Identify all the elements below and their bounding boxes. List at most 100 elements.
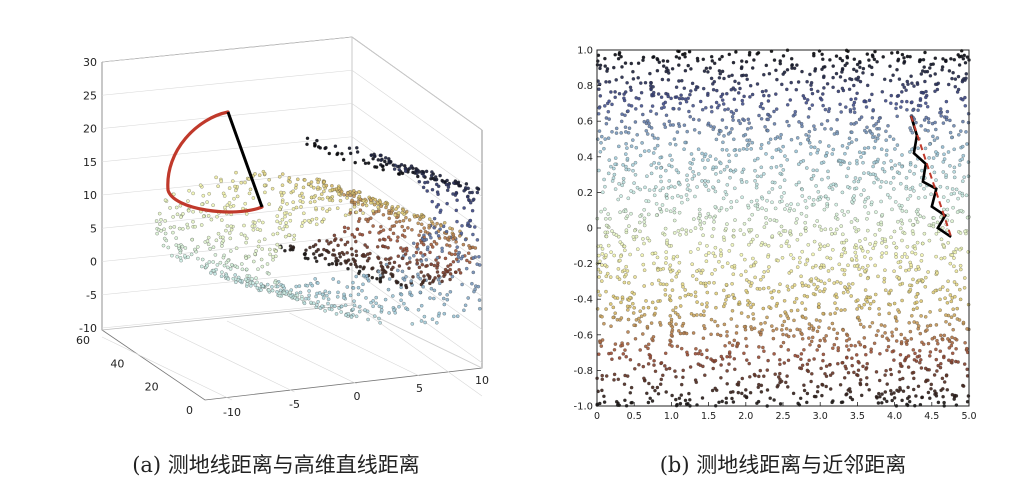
a-point bbox=[386, 287, 391, 292]
b-point bbox=[756, 51, 761, 55]
b-point bbox=[884, 180, 888, 184]
b-point bbox=[703, 179, 707, 183]
b-point bbox=[711, 87, 716, 92]
b-point bbox=[785, 103, 790, 107]
b-point bbox=[693, 194, 697, 199]
b-point bbox=[904, 355, 909, 360]
a-point bbox=[360, 288, 364, 293]
b-point bbox=[938, 287, 942, 292]
b-point bbox=[807, 134, 811, 138]
b-point bbox=[651, 335, 656, 339]
a-point bbox=[350, 198, 354, 203]
b-point bbox=[847, 136, 852, 141]
b-point bbox=[922, 118, 927, 122]
a-point bbox=[253, 252, 257, 256]
b-point bbox=[696, 362, 701, 366]
b-point bbox=[684, 228, 689, 233]
b-point bbox=[737, 300, 742, 304]
a-point bbox=[218, 260, 223, 265]
a-point bbox=[209, 271, 213, 275]
b-point bbox=[821, 263, 826, 268]
b-point bbox=[638, 348, 642, 352]
b-point bbox=[867, 98, 872, 103]
b-point bbox=[623, 209, 628, 214]
b-point bbox=[744, 395, 749, 400]
b-point bbox=[744, 73, 749, 78]
b-point bbox=[655, 385, 660, 390]
b-point bbox=[923, 79, 927, 84]
a-point bbox=[391, 265, 395, 270]
b-point bbox=[631, 163, 635, 167]
b-point bbox=[895, 388, 899, 393]
b-point bbox=[629, 88, 633, 92]
b-point bbox=[602, 400, 607, 404]
b-point bbox=[846, 185, 850, 189]
b-point bbox=[920, 168, 924, 173]
b-point bbox=[662, 122, 667, 126]
a-point bbox=[351, 307, 355, 312]
b-point bbox=[663, 364, 667, 368]
b-point bbox=[700, 302, 704, 307]
b-point bbox=[782, 191, 786, 195]
b-point bbox=[842, 213, 846, 217]
b-point bbox=[783, 154, 787, 158]
b-point bbox=[669, 269, 673, 274]
b-point bbox=[839, 224, 843, 228]
b-point bbox=[947, 322, 952, 327]
b-point bbox=[739, 253, 744, 257]
a-point bbox=[399, 292, 404, 297]
a-point bbox=[353, 160, 357, 165]
b-point bbox=[839, 162, 843, 167]
a-point bbox=[330, 261, 335, 266]
b-point bbox=[641, 58, 645, 62]
a-point bbox=[345, 240, 350, 244]
a-point bbox=[387, 216, 391, 221]
b-point bbox=[830, 232, 834, 236]
a-point bbox=[344, 261, 348, 265]
b-point bbox=[625, 156, 630, 161]
b-point bbox=[805, 294, 810, 299]
a-point bbox=[471, 256, 475, 260]
b-point bbox=[759, 165, 764, 170]
b-point bbox=[819, 161, 824, 165]
b-point bbox=[840, 361, 844, 365]
b-point bbox=[904, 176, 909, 180]
b-point bbox=[617, 91, 622, 96]
b-point bbox=[658, 174, 663, 179]
b-point bbox=[865, 217, 869, 221]
b-point bbox=[806, 284, 811, 288]
b-point bbox=[651, 151, 656, 155]
a-point bbox=[422, 274, 426, 278]
b-point bbox=[895, 143, 900, 147]
b-point bbox=[705, 301, 709, 305]
b-point bbox=[893, 200, 898, 204]
a-point bbox=[296, 177, 300, 182]
a-point bbox=[349, 315, 354, 319]
b-point bbox=[862, 325, 866, 329]
b-point bbox=[723, 108, 727, 112]
b-point bbox=[661, 373, 665, 378]
a-x-tick-label: 0 bbox=[354, 390, 361, 403]
b-point bbox=[622, 268, 627, 273]
a-point bbox=[229, 227, 234, 232]
b-point bbox=[933, 56, 938, 60]
b-point bbox=[620, 65, 624, 69]
b-point bbox=[942, 355, 946, 360]
a-point bbox=[405, 249, 409, 253]
b-point bbox=[710, 59, 715, 63]
a-point bbox=[451, 232, 456, 237]
b-point bbox=[865, 83, 870, 88]
b-point bbox=[842, 272, 847, 277]
b-point bbox=[838, 102, 842, 107]
b-point bbox=[603, 64, 607, 68]
b-point bbox=[950, 219, 954, 223]
b-point bbox=[717, 76, 722, 80]
b-point bbox=[700, 396, 705, 400]
b-point bbox=[857, 150, 862, 154]
b-point bbox=[794, 296, 799, 301]
b-point bbox=[856, 368, 861, 372]
b-point bbox=[623, 113, 627, 118]
b-point bbox=[617, 182, 621, 186]
b-point bbox=[725, 354, 729, 359]
b-point bbox=[766, 99, 771, 103]
